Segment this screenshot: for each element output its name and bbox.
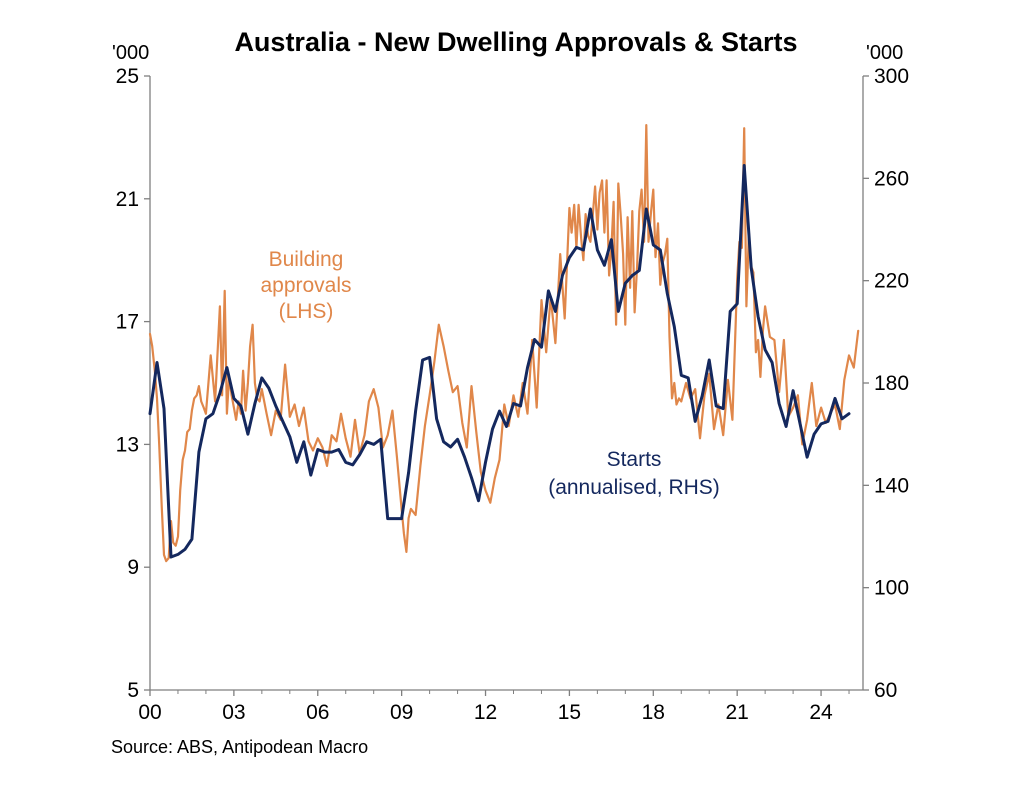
left-axis-tick-label: 13 bbox=[116, 433, 139, 456]
approvals-annotation-line-3: (LHS) bbox=[279, 300, 334, 323]
source-note: Source: ABS, Antipodean Macro bbox=[111, 737, 368, 757]
x-axis-tick-label: 12 bbox=[474, 701, 497, 724]
left-axis-tick-label: 25 bbox=[116, 65, 139, 88]
right-axis-tick-label: 140 bbox=[874, 474, 909, 497]
x-axis-tick-label: 15 bbox=[558, 701, 581, 724]
starts-line bbox=[148, 164, 851, 559]
right-axis-tick-label: 60 bbox=[874, 679, 897, 702]
right-axis-tick-label: 220 bbox=[874, 270, 909, 293]
right-axis-tick-label: 300 bbox=[874, 65, 909, 88]
ticks-layer: 5 9 13 17 21 25 60 100 140 180 220 260 300 00 03 06 09 12… bbox=[116, 65, 909, 724]
x-axis-tick-label: 03 bbox=[222, 701, 245, 724]
x-axis-tick-label: 09 bbox=[390, 701, 413, 724]
series-layer bbox=[148, 124, 860, 563]
right-axis-unit: '000 bbox=[866, 42, 903, 64]
right-axis-tick-label: 260 bbox=[874, 167, 909, 190]
x-axis-tick-label: 00 bbox=[138, 701, 161, 724]
chart-title: Australia - New Dwelling Approvals & Sta… bbox=[234, 27, 797, 57]
left-axis-tick-label: 21 bbox=[116, 188, 139, 211]
right-axis-tick-label: 100 bbox=[874, 577, 909, 600]
left-axis-tick-label: 9 bbox=[127, 556, 139, 579]
x-axis-tick-label: 21 bbox=[725, 701, 748, 724]
approvals-annotation-line-1: Building bbox=[269, 248, 344, 271]
approvals-annotation-line-2: approvals bbox=[260, 274, 351, 297]
starts-annotation: Starts (annualised, RHS) bbox=[548, 448, 720, 499]
approvals-line bbox=[148, 124, 860, 563]
x-axis-tick-label: 06 bbox=[306, 701, 329, 724]
left-axis-unit: '000 bbox=[112, 42, 149, 64]
approvals-annotation: Building approvals (LHS) bbox=[260, 248, 351, 323]
left-axis-tick-label: 17 bbox=[116, 311, 139, 334]
right-axis-tick-label: 180 bbox=[874, 372, 909, 395]
starts-annotation-line-2: (annualised, RHS) bbox=[548, 476, 720, 499]
x-axis-tick-label: 18 bbox=[642, 701, 665, 724]
starts-annotation-line-1: Starts bbox=[607, 448, 662, 471]
x-axis-tick-label: 24 bbox=[809, 701, 833, 724]
left-axis-tick-label: 5 bbox=[127, 679, 139, 702]
